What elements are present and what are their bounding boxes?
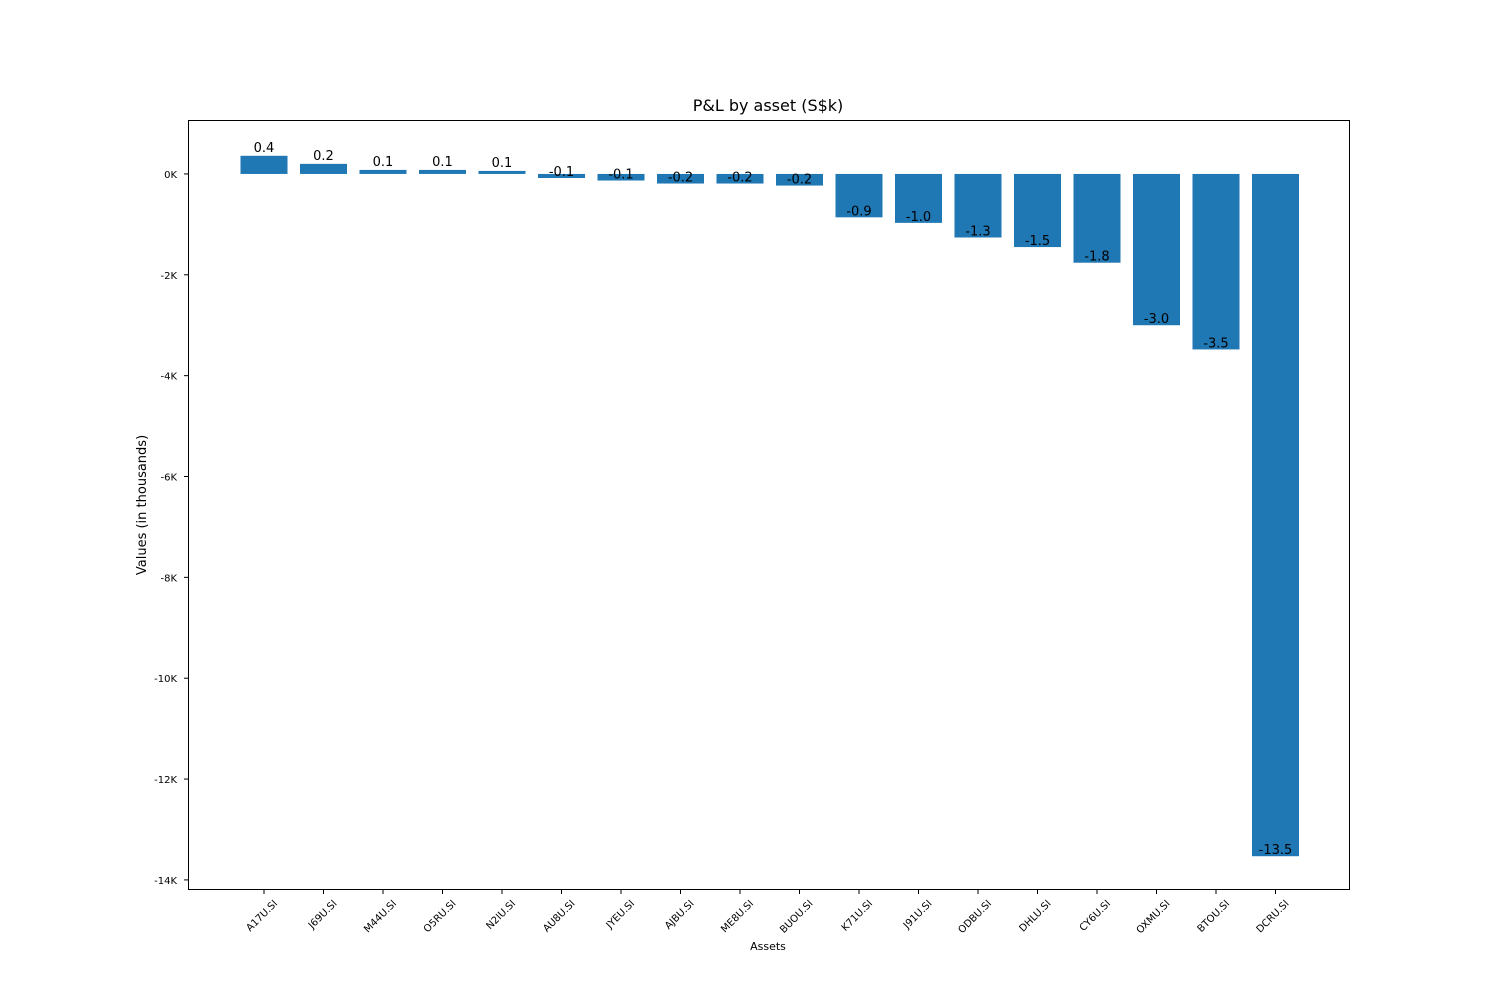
y-tick-label: -8K	[160, 573, 177, 584]
y-tick-label: -2K	[160, 271, 177, 282]
x-tick-label-AJBU.SI: AJBU.SI	[663, 898, 697, 932]
x-tick-label-O5RU.SI: O5RU.SI	[422, 898, 459, 935]
x-tick-label-BUOU.SI: BUOU.SI	[778, 898, 815, 935]
data-label-N2IU.SI: 0.1	[492, 156, 513, 171]
bar-ODBU.SI	[954, 173, 1002, 238]
bar-DHLU.SI	[1014, 173, 1061, 248]
data-label-JYEU.SI: -0.1	[608, 168, 633, 183]
bar-BTOU.SI	[1192, 173, 1240, 350]
x-tick-label-ME8U.SI: ME8U.SI	[719, 898, 756, 935]
data-label-J69U.SI: 0.2	[313, 149, 334, 164]
data-label-ME8U.SI: -0.2	[727, 171, 752, 186]
data-label-DHLU.SI: -1.5	[1025, 234, 1050, 249]
data-label-BUOU.SI: -0.2	[787, 173, 812, 188]
x-tick-label-JYEU.SI: JYEU.SI	[604, 898, 637, 931]
y-tick-label: -14K	[154, 876, 177, 887]
bar-A17U.SI	[240, 155, 288, 174]
x-tick-label-ODBU.SI: ODBU.SI	[956, 898, 994, 936]
y-tick-label: -6K	[160, 473, 177, 484]
x-tick-label-CY6U.SI: CY6U.SI	[1078, 898, 1113, 933]
data-label-DCRU.SI: -13.5	[1259, 843, 1293, 858]
y-tick-label: 0K	[164, 170, 177, 181]
plot-frame	[188, 120, 1350, 890]
bar-OXMU.SI	[1133, 173, 1180, 326]
y-axis-label: Values (in thousands)	[135, 435, 150, 575]
x-axis: A17U.SI J69U.SI M44U.SI O5RU.SI N2IU.SI AU8U.…	[245, 890, 1292, 936]
bar-AJBU.SI	[657, 173, 704, 184]
data-label-CY6U.SI: -1.8	[1084, 250, 1109, 265]
data-label-AU8U.SI: -0.1	[549, 165, 574, 180]
x-tick-label-A17U.SI: A17U.SI	[245, 898, 281, 934]
bar-O5RU.SI	[419, 169, 466, 174]
data-labels-group: 0.4 0.2 0.1 0.1 0.1 -0.1 -0.1 -0.2 -0.2 -0.2 -0.9 -…	[254, 141, 1293, 858]
chart-title: P&L by asset (S$k)	[693, 96, 844, 115]
bar-BUOU.SI	[776, 173, 823, 186]
data-label-AJBU.SI: -0.2	[668, 171, 693, 186]
data-label-BTOU.SI: -3.5	[1203, 336, 1228, 351]
bar-J91U.SI	[895, 173, 942, 223]
bar-M44U.SI	[359, 169, 407, 174]
x-tick-label-M44U.SI: M44U.SI	[362, 898, 399, 935]
data-label-O5RU.SI: 0.1	[432, 155, 453, 170]
y-axis: 0K -2K -4K -6K -8K -10K -12K -14K	[154, 170, 188, 887]
data-label-K71U.SI: -0.9	[846, 204, 871, 219]
y-tick-label: -12K	[154, 775, 177, 786]
x-tick-label-J91U.SI: J91U.SI	[901, 898, 935, 932]
bar-ME8U.SI	[716, 173, 764, 184]
data-label-ODBU.SI: -1.3	[965, 224, 990, 239]
bar-N2IU.SI	[478, 170, 526, 174]
y-tick-label: -10K	[154, 674, 177, 685]
bars-group	[240, 155, 1299, 857]
data-label-J91U.SI: -1.0	[906, 210, 931, 225]
y-tick-label: -4K	[160, 372, 177, 383]
x-tick-label-DCRU.SI: DCRU.SI	[1255, 898, 1292, 935]
x-tick-label-N2IU.SI: N2IU.SI	[484, 898, 518, 932]
bar-K71U.SI	[835, 173, 883, 218]
bar-JYEU.SI	[597, 173, 645, 181]
x-axis-label: Assets	[750, 940, 786, 953]
x-tick-label-K71U.SI: K71U.SI	[840, 898, 875, 933]
x-tick-label-OXMU.SI: OXMU.SI	[1135, 898, 1173, 936]
bar-J69U.SI	[300, 163, 347, 174]
data-label-A17U.SI: 0.4	[254, 141, 275, 156]
data-label-M44U.SI: 0.1	[373, 155, 394, 170]
bar-DCRU.SI	[1252, 173, 1299, 857]
x-tick-label-AU8U.SI: AU8U.SI	[541, 898, 577, 934]
bar-AU8U.SI	[538, 173, 585, 178]
data-label-OXMU.SI: -3.0	[1144, 312, 1169, 327]
bar-CY6U.SI	[1073, 173, 1121, 263]
x-tick-label-DHLU.SI: DHLU.SI	[1017, 898, 1053, 934]
x-tick-label-J69U.SI: J69U.SI	[306, 898, 340, 932]
x-tick-label-BTOU.SI: BTOU.SI	[1196, 898, 1233, 935]
